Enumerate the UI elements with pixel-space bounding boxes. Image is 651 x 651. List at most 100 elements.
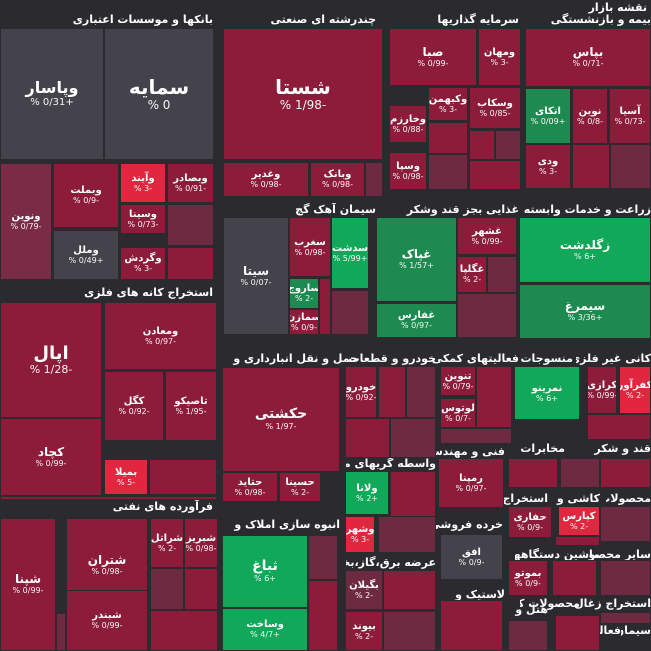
stock-tile-small[interactable] — [184, 568, 218, 610]
stock-tile-small[interactable] — [149, 459, 217, 495]
stock-tile[interactable]: افق -0/9 % — [440, 534, 503, 580]
stock-tile-small[interactable] — [383, 570, 436, 610]
stock-tile-small[interactable] — [428, 154, 468, 190]
stock-tile-small[interactable] — [440, 600, 503, 651]
stock-tile-small[interactable] — [600, 506, 651, 542]
stock-tile-small[interactable] — [555, 536, 600, 546]
stock-tile-small[interactable] — [378, 366, 406, 418]
stock-tile[interactable]: حسینا -2 % — [279, 472, 321, 502]
stock-tile[interactable]: سمایه 0 % — [104, 28, 214, 160]
stock-tile-small[interactable] — [469, 160, 521, 190]
stock-tile-small[interactable] — [600, 560, 651, 596]
stock-tile-small[interactable] — [390, 471, 436, 517]
stock-tile[interactable]: لوتوس -0/7 % — [440, 398, 476, 428]
stock-tile[interactable]: سدشت +5/99 % — [331, 217, 369, 289]
stock-tile-small[interactable] — [167, 204, 214, 246]
stock-tile[interactable]: وگردش -3 % — [120, 247, 166, 280]
stock-tile-small[interactable] — [428, 122, 468, 154]
stock-tile[interactable]: وسکاب -0/85 % — [469, 87, 521, 129]
stock-tile[interactable]: سیمرغ +3/36 % — [519, 284, 651, 339]
stock-tile[interactable]: رمپنا -0/97 % — [438, 458, 504, 508]
stock-tile[interactable]: بیوند -2 % — [345, 611, 383, 651]
stock-tile[interactable]: کرازی-0/99 % — [587, 366, 617, 414]
stock-tile-small[interactable] — [487, 256, 517, 293]
stock-tile[interactable]: صبا -0/99 % — [389, 28, 477, 86]
stock-tile[interactable]: ومعادن -0/97 % — [104, 302, 217, 370]
stock-tile[interactable]: شپنا -0/99 % — [0, 518, 56, 651]
stock-tile-small[interactable] — [495, 130, 521, 160]
stock-tile-small[interactable] — [440, 428, 512, 444]
stock-tile-small[interactable] — [600, 458, 651, 488]
stock-tile-small[interactable] — [560, 458, 600, 488]
stock-tile[interactable]: اپال -1/28 % — [0, 302, 102, 418]
stock-tile[interactable]: شستا -1/98 % — [223, 28, 383, 160]
stock-tile-small[interactable] — [508, 458, 558, 488]
stock-tile[interactable]: نمرینو +6 % — [514, 366, 580, 420]
stock-tile-small[interactable] — [383, 611, 436, 651]
stock-tile[interactable]: نوین -0/8 % — [572, 88, 608, 144]
stock-tile[interactable]: غگلپا -2 % — [457, 256, 487, 293]
stock-tile-small[interactable] — [457, 293, 517, 338]
stock-tile[interactable]: شراتل -2 % — [150, 518, 184, 568]
stock-tile[interactable]: ولانا +2 % — [345, 471, 389, 515]
stock-tile[interactable]: وغدیر -0/98 % — [223, 162, 309, 197]
stock-tile-small[interactable] — [56, 613, 66, 651]
stock-tile[interactable]: وپاسار +0/31 % — [0, 28, 104, 160]
stock-tile-small[interactable] — [319, 278, 331, 335]
stock-tile[interactable]: سغرب -0/98 % — [289, 217, 331, 277]
stock-tile[interactable]: وسینا -0/73 % — [120, 204, 166, 234]
stock-tile-small[interactable] — [331, 290, 369, 335]
stock-tile-small[interactable] — [406, 366, 436, 418]
stock-tile-small[interactable] — [0, 280, 52, 282]
stock-tile[interactable]: غپاک +1/57 % — [376, 217, 457, 302]
stock-tile-small[interactable] — [508, 620, 548, 651]
stock-tile[interactable]: بموتو -0/9 % — [508, 560, 548, 596]
stock-tile[interactable]: تاصیکو -1/95 % — [165, 371, 217, 441]
stock-tile[interactable]: وسپا -0/98 % — [389, 152, 427, 190]
stock-tile[interactable]: وآیند -3 % — [120, 163, 166, 203]
stock-tile[interactable]: وخارزم -0/88 % — [389, 105, 427, 143]
stock-tile[interactable]: ثباغ +6 % — [222, 535, 308, 608]
stock-tile[interactable]: خودرو -0/92 % — [345, 366, 377, 418]
stock-tile[interactable]: ونوین -0/79 % — [0, 163, 52, 280]
stock-tile[interactable]: کپارس -2 % — [558, 506, 600, 536]
stock-tile[interactable]: بمیلا -5 % — [104, 459, 148, 495]
stock-tile-small[interactable] — [600, 612, 651, 624]
stock-tile[interactable]: سیتا -0/07 % — [223, 217, 289, 335]
stock-tile[interactable]: بپاس -0/71 % — [525, 28, 651, 87]
stock-tile-small[interactable] — [0, 496, 217, 500]
stock-tile-small[interactable] — [555, 615, 600, 651]
stock-tile-small[interactable] — [365, 162, 383, 197]
stock-tile[interactable]: ساروج -2 % — [289, 278, 319, 309]
stock-tile[interactable]: وبصادر -0/91 % — [167, 163, 214, 203]
stock-tile[interactable]: سمازن-0/9 % — [289, 309, 319, 335]
stock-tile-small[interactable] — [308, 580, 338, 651]
stock-tile[interactable]: حفاری -0/9 % — [508, 506, 552, 538]
stock-tile[interactable]: وکبهمن -3 % — [428, 87, 468, 121]
stock-tile[interactable]: غفارس -0/97 % — [376, 303, 457, 338]
stock-tile-small[interactable] — [378, 516, 436, 553]
stock-tile[interactable]: وبملت -0/9 % — [53, 163, 119, 228]
stock-tile[interactable]: حتاید -0/98 % — [222, 472, 278, 502]
stock-tile-small[interactable] — [150, 610, 218, 651]
stock-tile-small[interactable] — [587, 414, 651, 440]
stock-tile[interactable]: شبندر -0/99 % — [66, 590, 148, 651]
stock-tile[interactable]: وشهر -3 % — [345, 516, 375, 553]
stock-tile-small[interactable] — [345, 418, 390, 458]
stock-tile-small[interactable] — [572, 144, 610, 189]
stock-tile-small[interactable] — [552, 560, 597, 596]
stock-tile-small[interactable] — [150, 568, 184, 610]
stock-tile-small[interactable] — [308, 535, 338, 580]
stock-tile[interactable]: ومهان -3 % — [478, 28, 521, 86]
stock-tile[interactable]: وبانک -0/98 % — [310, 162, 365, 197]
stock-tile[interactable]: بگیلان -2 % — [345, 570, 383, 610]
stock-tile-small[interactable] — [476, 366, 512, 428]
stock-tile-small[interactable] — [610, 144, 651, 189]
stock-tile-small[interactable] — [390, 418, 436, 458]
stock-tile[interactable]: کگل -0/92 % — [104, 371, 164, 441]
stock-tile-small[interactable] — [167, 247, 214, 280]
stock-tile[interactable]: ودی -3 % — [525, 144, 571, 189]
stock-tile[interactable]: وساخت +4/7 % — [222, 608, 308, 651]
stock-tile[interactable]: زگلدشت +6 % — [519, 217, 651, 283]
stock-tile[interactable]: کچاد -0/99 % — [0, 418, 102, 496]
